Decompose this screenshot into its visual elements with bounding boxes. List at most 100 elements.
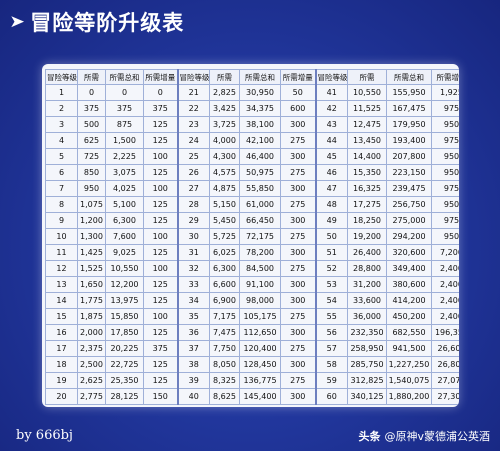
value-cell: 25,350 — [105, 372, 144, 389]
value-cell: 120,400 — [239, 340, 281, 357]
value-cell: 193,400 — [386, 132, 432, 149]
value-cell: 1,075 — [77, 196, 106, 213]
value-cell: 975 — [431, 132, 459, 149]
level-cell: 27 — [177, 180, 210, 197]
table-row: 18 2,500 22,725 125 38 8,050 128,450 300 58 285,7… — [45, 356, 459, 373]
value-cell: 100 — [143, 260, 179, 277]
value-cell: 9,025 — [105, 244, 144, 261]
table-row: 8 1,075 5,100 125 28 5,150 61,000 275 48 17,275 25… — [45, 196, 459, 213]
level-cell: 60 — [315, 388, 348, 405]
value-cell: 349,400 — [386, 260, 432, 277]
value-cell: 6,300 — [105, 212, 144, 229]
table-row: 5 725 2,225 100 25 4,300 46,400 300 45 14,400 207,… — [45, 148, 459, 165]
value-cell: 375 — [77, 100, 106, 117]
value-cell: 1,300 — [77, 228, 106, 245]
value-cell: 320,600 — [386, 244, 432, 261]
header-cell: 所需 — [209, 69, 240, 85]
level-cell: 16 — [45, 324, 78, 341]
value-cell: 145,400 — [239, 388, 281, 405]
value-cell: 725 — [77, 148, 106, 165]
table-row: 16 2,000 17,850 125 36 7,475 112,650 300 56 232,3… — [45, 324, 459, 341]
value-cell: 7,600 — [105, 228, 144, 245]
value-cell: 2,225 — [105, 148, 144, 165]
table-row: 7 950 4,025 100 27 4,875 55,850 300 47 16,325 239,… — [45, 180, 459, 197]
value-cell: 1,925 — [431, 84, 459, 101]
value-cell: 500 — [77, 116, 106, 133]
level-cell: 5 — [45, 148, 78, 165]
value-cell: 6,025 — [209, 244, 240, 261]
value-cell: 34,375 — [239, 100, 281, 117]
value-cell: 3,425 — [209, 100, 240, 117]
value-cell: 375 — [105, 100, 144, 117]
level-cell: 1 — [45, 84, 78, 101]
value-cell: 275 — [280, 164, 317, 181]
header-cell: 所需总和 — [386, 69, 432, 85]
value-cell: 0 — [105, 84, 144, 101]
watermark: 头条 @原神v蒙德浦公英酒 — [358, 428, 490, 444]
level-cell: 23 — [177, 116, 210, 133]
value-cell: 975 — [431, 100, 459, 117]
value-cell: 275,000 — [386, 212, 432, 229]
value-cell: 275 — [280, 308, 317, 325]
level-cell: 32 — [177, 260, 210, 277]
header-cell: 冒险等级 — [177, 69, 210, 85]
value-cell: 275 — [280, 196, 317, 213]
level-cell: 55 — [315, 308, 348, 325]
table-row: 11 1,425 9,025 125 31 6,025 78,200 300 51 26,400 3… — [45, 244, 459, 261]
value-cell: 275 — [280, 228, 317, 245]
value-cell: 380,600 — [386, 276, 432, 293]
table-row: 20 2,775 28,125 150 40 8,625 145,400 300 60 340,1… — [45, 388, 459, 405]
value-cell: 3,725 — [209, 116, 240, 133]
value-cell: 19,200 — [347, 228, 387, 245]
value-cell: 4,575 — [209, 164, 240, 181]
level-cell: 40 — [177, 388, 210, 405]
value-cell: 300 — [280, 148, 317, 165]
level-cell: 42 — [315, 100, 348, 117]
value-cell: 12,200 — [105, 276, 144, 293]
level-cell: 35 — [177, 308, 210, 325]
level-cell: 38 — [177, 356, 210, 373]
value-cell: 950 — [431, 116, 459, 133]
value-cell: 61,000 — [239, 196, 281, 213]
table-row: 14 1,775 13,975 125 34 6,900 98,000 300 54 33,600… — [45, 292, 459, 309]
value-cell: 2,400 — [431, 292, 459, 309]
value-cell: 2,625 — [77, 372, 106, 389]
value-cell: 4,875 — [209, 180, 240, 197]
value-cell: 207,800 — [386, 148, 432, 165]
value-cell: 125 — [143, 212, 179, 229]
value-cell: 232,350 — [347, 324, 387, 341]
value-cell: 300 — [280, 292, 317, 309]
value-cell: 2,400 — [431, 260, 459, 277]
table-row: 4 625 1,500 125 24 4,000 42,100 275 44 13,450 193,… — [45, 132, 459, 149]
value-cell: 300 — [280, 116, 317, 133]
value-cell: 91,100 — [239, 276, 281, 293]
header-cell: 所需 — [77, 69, 106, 85]
value-cell: 1,540,075 — [386, 372, 432, 389]
level-cell: 11 — [45, 244, 78, 261]
value-cell: 78,200 — [239, 244, 281, 261]
value-cell: 1,525 — [77, 260, 106, 277]
level-cell: 28 — [177, 196, 210, 213]
value-cell: 125 — [143, 292, 179, 309]
value-cell: 3,075 — [105, 164, 144, 181]
value-cell: 125 — [143, 324, 179, 341]
level-cell: 31 — [177, 244, 210, 261]
level-cell: 18 — [45, 356, 78, 373]
value-cell: 26,600 — [431, 340, 459, 357]
value-cell: 125 — [143, 372, 179, 389]
value-cell: 150 — [143, 388, 179, 405]
value-cell: 258,950 — [347, 340, 387, 357]
arrow-icon: ➤ — [9, 12, 27, 32]
header-cell: 所需总和 — [239, 69, 281, 85]
value-cell: 27,075 — [431, 372, 459, 389]
value-cell: 11,525 — [347, 100, 387, 117]
header-cell: 所需 — [347, 69, 387, 85]
level-cell: 39 — [177, 372, 210, 389]
level-cell: 29 — [177, 212, 210, 229]
value-cell: 300 — [280, 356, 317, 373]
value-cell: 112,650 — [239, 324, 281, 341]
level-cell: 33 — [177, 276, 210, 293]
value-cell: 0 — [77, 84, 106, 101]
value-cell: 27,300 — [431, 388, 459, 405]
level-cell: 47 — [315, 180, 348, 197]
